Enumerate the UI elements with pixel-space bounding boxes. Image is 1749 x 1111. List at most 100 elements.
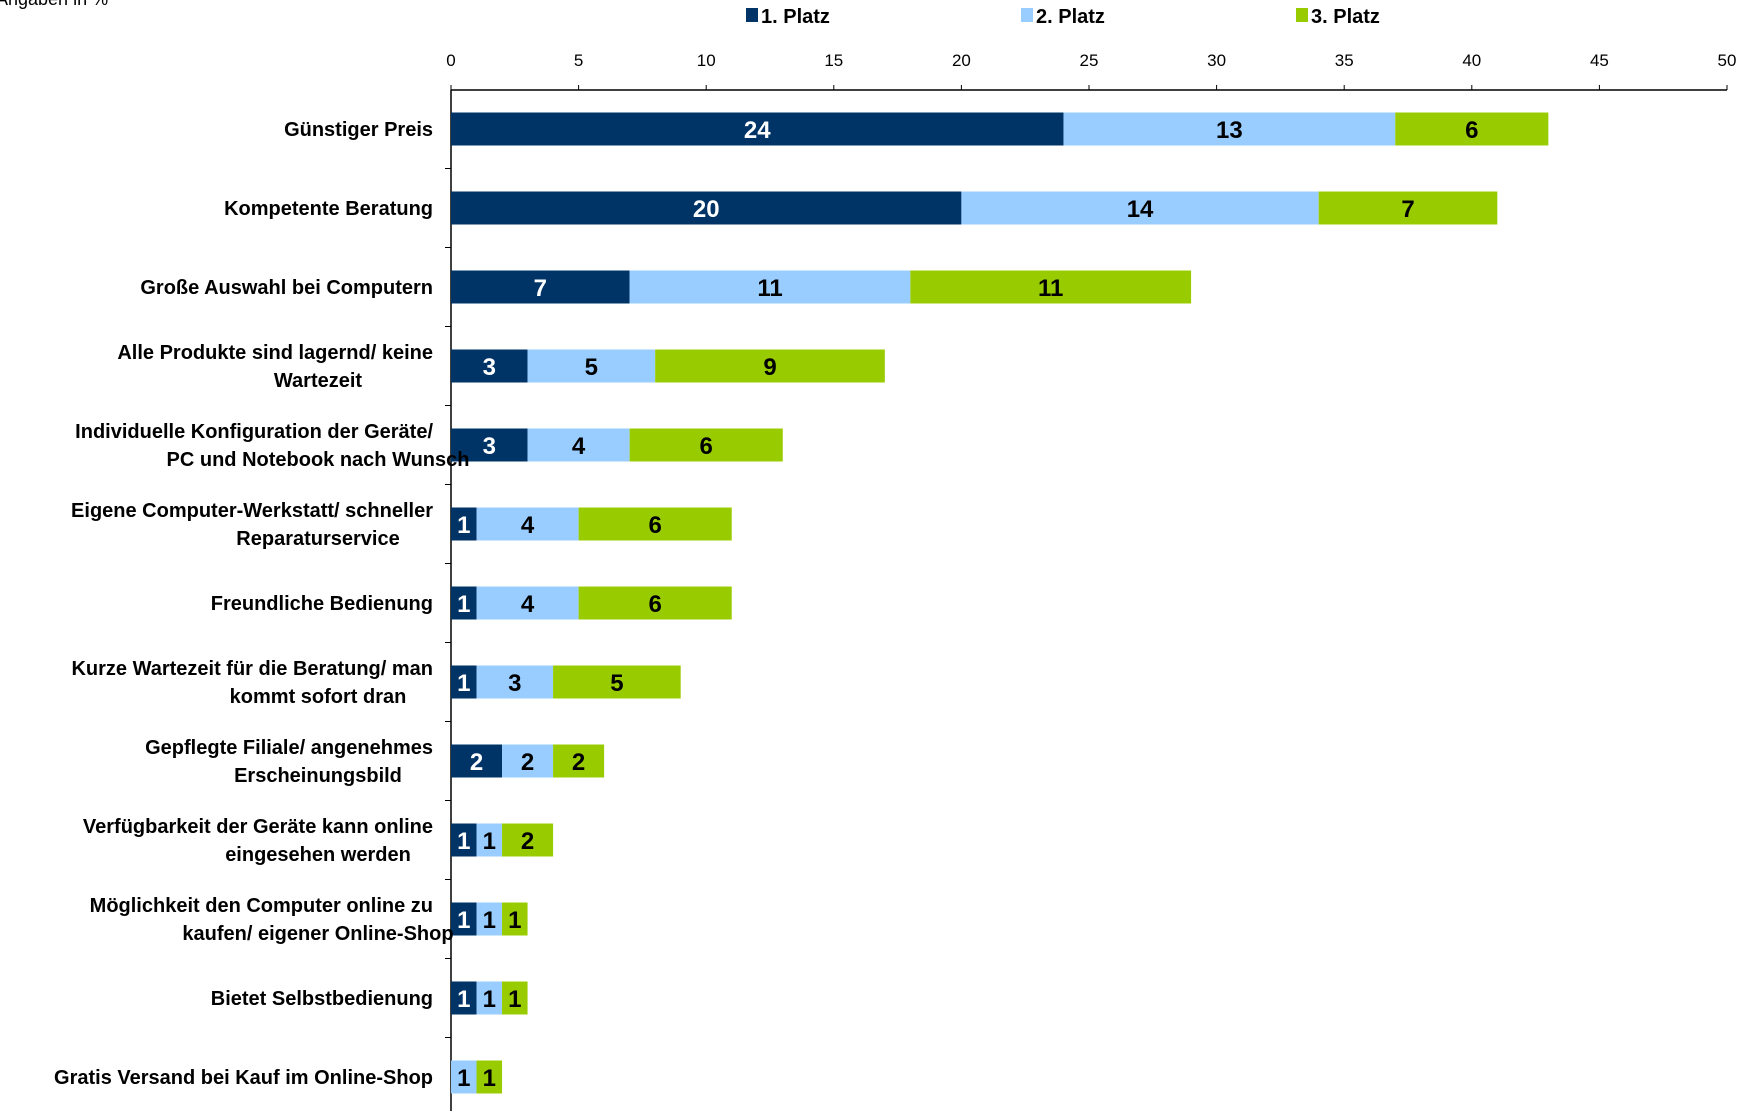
data-label-3-row-7: 6 <box>648 591 661 618</box>
data-label-3-row-12: 1 <box>508 986 521 1013</box>
x-tick-label-30: 30 <box>1207 51 1226 70</box>
data-label-3-row-8: 5 <box>610 670 623 697</box>
x-tick-label-25: 25 <box>1080 51 1099 70</box>
bar-2-row-13 <box>451 1060 477 1094</box>
x-tick-label-5: 5 <box>574 51 583 70</box>
x-tick-label-0: 0 <box>446 51 455 70</box>
bar-1-row-1 <box>451 112 1064 146</box>
data-label-3-row-10: 2 <box>521 828 534 855</box>
data-label-2-row-5: 4 <box>572 433 586 460</box>
bar-3-row-1 <box>1395 112 1549 146</box>
bar-2-row-7 <box>476 586 579 620</box>
bar-3-row-5 <box>629 428 783 462</box>
x-axis-ticks: 0 5 10 15 20 25 30 35 40 45 50 <box>446 51 1736 90</box>
bar-1-row-7 <box>451 586 477 620</box>
data-label-2-row-1: 13 <box>1216 117 1243 144</box>
bar-3-row-3 <box>910 270 1192 304</box>
x-tick-label-10: 10 <box>697 51 716 70</box>
data-label-3-row-4: 9 <box>763 354 776 381</box>
category-label-13: Gratis Versand bei Kauf im Online-Shop <box>54 1067 433 1089</box>
data-label-1-row-4: 3 <box>483 354 496 381</box>
data-label-3-row-6: 6 <box>648 512 661 539</box>
data-label-1-row-1: 24 <box>744 117 771 144</box>
bar-1-row-11 <box>451 902 477 936</box>
bar-1-row-4 <box>451 349 528 383</box>
data-label-1-row-3: 7 <box>534 275 547 302</box>
category-label-9: Gepflegte Filiale/ angenehmes Erscheinung… <box>145 737 433 787</box>
data-label-3-row-3: 11 <box>1038 275 1063 302</box>
bar-2-row-2 <box>961 191 1319 225</box>
bar-2-row-5 <box>527 428 630 462</box>
data-label-2-row-2: 14 <box>1127 196 1154 223</box>
bar-3-row-8 <box>553 665 681 699</box>
bar-3-row-11 <box>502 902 528 936</box>
bar-1-row-12 <box>451 981 477 1015</box>
category-label-4: Alle Produkte sind lagernd/ keine Warteze… <box>117 342 433 392</box>
bar-2-row-1 <box>1063 112 1396 146</box>
data-label-1-row-11: 1 <box>457 907 470 934</box>
data-label-2-row-8: 3 <box>508 670 521 697</box>
data-label-3-row-5: 6 <box>700 433 713 460</box>
data-label-2-row-6: 4 <box>521 512 535 539</box>
data-label-2-row-12: 1 <box>483 986 496 1013</box>
data-label-2-row-4: 5 <box>585 354 598 381</box>
data-label-2-row-10: 1 <box>483 828 496 855</box>
data-label-1-row-2: 20 <box>693 196 720 223</box>
bar-3-row-4 <box>655 349 885 383</box>
data-label-1-row-10: 1 <box>457 828 470 855</box>
bars: 24 13 620 14 77 11 113 5 93 4 61 4 61 4 61 3 52 2 21 1 21 1 11… <box>451 112 1549 1094</box>
bar-3-row-9 <box>553 744 605 778</box>
bar-1-row-8 <box>451 665 477 699</box>
data-label-1-row-8: 1 <box>457 670 470 697</box>
bar-1-row-5 <box>451 428 528 462</box>
bar-3-row-2 <box>1318 191 1498 225</box>
bar-2-row-9 <box>502 744 554 778</box>
legend-swatch-3 <box>1296 8 1308 22</box>
category-label-2: Kompetente Beratung <box>224 198 433 220</box>
data-label-1-row-6: 1 <box>457 512 470 539</box>
category-label-5: Individuelle Konfiguration der Geräte/PC… <box>75 421 469 471</box>
bar-2-row-3 <box>629 270 911 304</box>
legend-swatch-2 <box>1021 8 1033 22</box>
x-tick-label-35: 35 <box>1335 51 1354 70</box>
category-label-8: Kurze Wartezeit für die Beratung/ man kom… <box>71 658 433 708</box>
legend-label-2: 2. Platz <box>1036 6 1105 28</box>
bar-3-row-7 <box>578 586 732 620</box>
data-label-2-row-11: 1 <box>483 907 496 934</box>
data-label-2-row-9: 2 <box>521 749 534 776</box>
category-label-10: Verfügbarkeit der Geräte kann online eing… <box>83 816 433 866</box>
data-label-3-row-2: 7 <box>1401 196 1414 223</box>
x-tick-label-50: 50 <box>1718 51 1737 70</box>
data-label-1-row-5: 3 <box>483 433 496 460</box>
data-label-1-row-7: 1 <box>457 591 470 618</box>
data-label-1-row-9: 2 <box>470 749 483 776</box>
bar-3-row-13 <box>476 1060 503 1094</box>
data-label-2-row-13: 1 <box>457 1065 470 1092</box>
bar-1-row-9 <box>451 744 503 778</box>
bar-2-row-11 <box>476 902 503 936</box>
legend-label-1: 1. Platz <box>761 6 830 28</box>
unit-note: Angaben in % <box>0 0 108 9</box>
bar-3-row-6 <box>578 507 732 541</box>
bar-3-row-12 <box>502 981 528 1015</box>
category-label-1: Günstiger Preis <box>284 119 433 141</box>
bar-2-row-12 <box>476 981 503 1015</box>
data-label-3-row-13: 1 <box>483 1065 496 1092</box>
data-label-2-row-7: 4 <box>521 591 535 618</box>
category-label-7: Freundliche Bedienung <box>211 593 433 615</box>
category-label-11: Möglichkeit den Computer online zu kaufen… <box>90 895 454 945</box>
category-label-12: Bietet Selbstbedienung <box>211 988 433 1010</box>
data-label-2-row-3: 11 <box>757 275 782 302</box>
bar-3-row-10 <box>502 823 554 857</box>
data-label-3-row-9: 2 <box>572 749 585 776</box>
bar-1-row-6 <box>451 507 477 541</box>
data-label-1-row-12: 1 <box>457 986 470 1013</box>
data-label-3-row-11: 1 <box>508 907 521 934</box>
x-tick-label-40: 40 <box>1462 51 1481 70</box>
category-labels: Günstiger Preis Kompetente Beratung Große … <box>54 119 469 1089</box>
data-label-3-row-1: 6 <box>1465 117 1478 144</box>
bar-1-row-2 <box>451 191 962 225</box>
x-tick-label-45: 45 <box>1590 51 1609 70</box>
bar-1-row-3 <box>451 270 630 304</box>
